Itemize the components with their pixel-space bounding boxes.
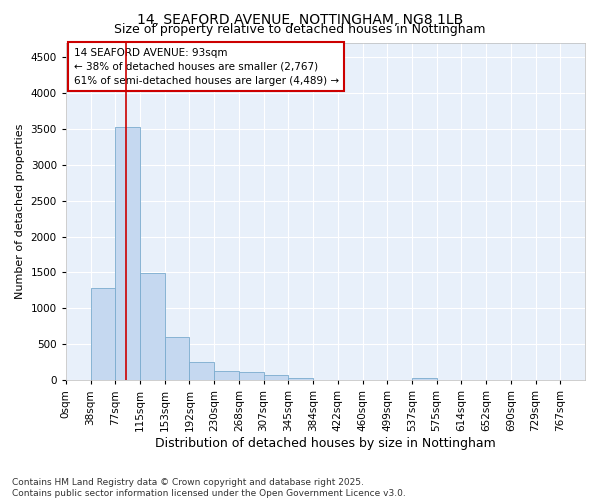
Bar [412,378,437,380]
Bar [165,337,190,380]
Text: Size of property relative to detached houses in Nottingham: Size of property relative to detached ho… [114,22,486,36]
Y-axis label: Number of detached properties: Number of detached properties [15,124,25,299]
Text: 14 SEAFORD AVENUE: 93sqm
← 38% of detached houses are smaller (2,767)
61% of sem: 14 SEAFORD AVENUE: 93sqm ← 38% of detach… [74,48,339,86]
Bar [190,362,214,380]
Bar [140,273,165,380]
Text: 14, SEAFORD AVENUE, NOTTINGHAM, NG8 1LB: 14, SEAFORD AVENUE, NOTTINGHAM, NG8 1LB [137,12,463,26]
Bar [115,126,140,380]
Bar [239,372,263,380]
X-axis label: Distribution of detached houses by size in Nottingham: Distribution of detached houses by size … [155,437,496,450]
Bar [289,378,313,380]
Bar [214,371,239,380]
Bar [263,376,289,380]
Text: Contains HM Land Registry data © Crown copyright and database right 2025.
Contai: Contains HM Land Registry data © Crown c… [12,478,406,498]
Bar [91,288,115,380]
